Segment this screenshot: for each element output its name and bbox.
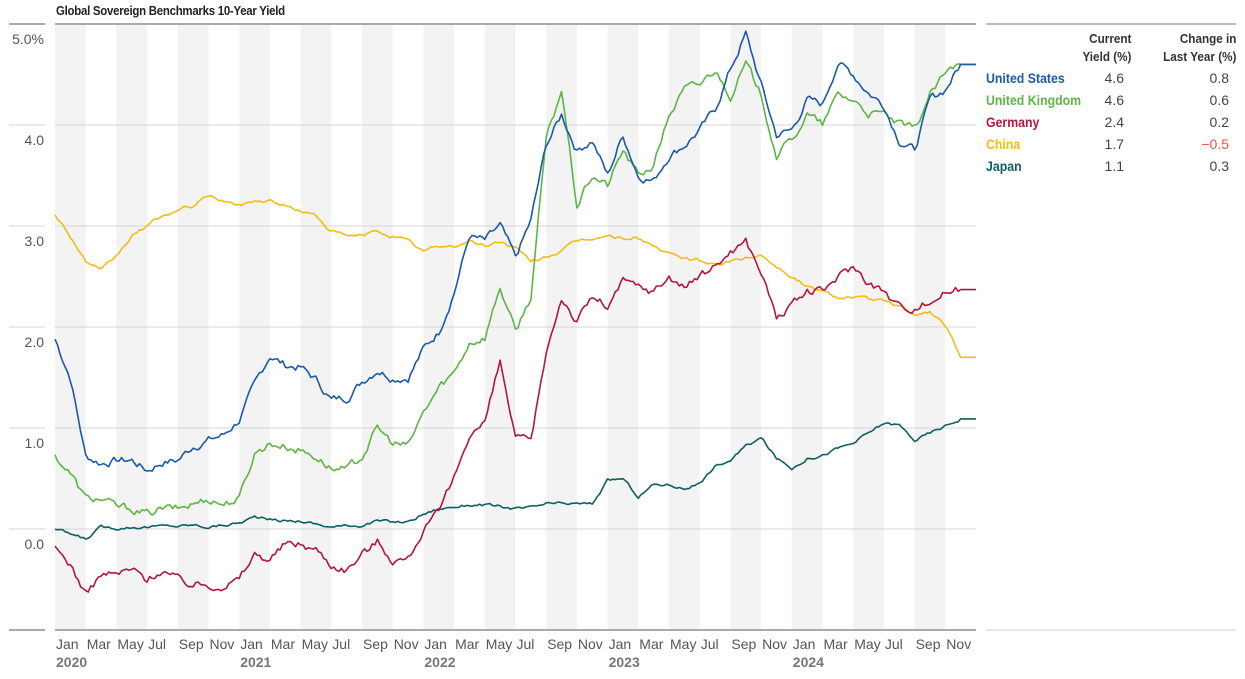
legend-change: 0.3: [1209, 158, 1229, 174]
legend-row-china: China 1.7 −0.5: [986, 136, 1236, 158]
series-line-united-kingdom: [54, 60, 976, 516]
x-tick-label: Jan: [609, 636, 632, 652]
x-tick-label: Mar: [455, 636, 479, 652]
header-change-line2: Last Year (%): [1162, 49, 1236, 64]
x-year-label: 2023: [609, 654, 640, 670]
x-tick-label: May: [486, 636, 512, 652]
x-tick-label: Sep: [363, 636, 388, 652]
legend-row-united-states: United States 4.6 0.8: [986, 70, 1236, 92]
legend-change: −0.5: [1201, 136, 1229, 152]
legend-current: 1.7: [1104, 136, 1124, 152]
x-year-label: 2020: [56, 654, 87, 670]
y-tick-label: 2.0: [25, 334, 45, 350]
x-tick-label: May: [670, 636, 696, 652]
x-tick-label: Nov: [210, 636, 235, 652]
header-change: Change in Last Year (%): [1163, 30, 1236, 66]
x-tick-label: Jul: [148, 636, 166, 652]
x-tick-label: Mar: [271, 636, 295, 652]
legend-change: 0.2: [1209, 114, 1229, 130]
x-tick-label: Jan: [793, 636, 816, 652]
legend-current: 1.1: [1104, 158, 1124, 174]
x-tick-label: Jan: [424, 636, 447, 652]
y-tick-label: 0.0: [25, 536, 45, 552]
x-tick-label: Sep: [179, 636, 204, 652]
x-tick-label: Sep: [731, 636, 756, 652]
x-tick-label: Sep: [547, 636, 572, 652]
x-tick-label: Jul: [885, 636, 903, 652]
x-tick-label: Mar: [87, 636, 111, 652]
legend-row-united-kingdom: United Kingdom 4.6 0.6: [986, 92, 1236, 114]
legend-change: 0.6: [1209, 92, 1229, 108]
legend-name: United States: [986, 70, 1065, 86]
y-tick-label: 5.0%: [12, 31, 44, 47]
x-tick-label: May: [854, 636, 880, 652]
x-tick-label: Sep: [916, 636, 941, 652]
chart-title: Global Sovereign Benchmarks 10-Year Yiel…: [56, 3, 285, 18]
legend-name: Germany: [986, 114, 1040, 130]
x-year-label: 2022: [424, 654, 455, 670]
legend-current: 4.6: [1104, 92, 1124, 108]
legend-current: 4.6: [1104, 70, 1124, 86]
series-line-united-states: [54, 30, 976, 472]
x-tick-label: Jul: [332, 636, 350, 652]
legend-row-germany: Germany 2.4 0.2: [986, 114, 1236, 136]
y-tick-label: 3.0: [25, 233, 45, 249]
x-tick-label: May: [117, 636, 143, 652]
y-axis-ticks: 5.0% 4.0 3.0 2.0 1.0 0.0: [12, 31, 44, 552]
series-line-germany: [54, 237, 976, 593]
x-tick-label: Nov: [394, 636, 419, 652]
legend-current: 2.4: [1104, 114, 1124, 130]
x-tick-label: Jul: [517, 636, 535, 652]
x-tick-label: Nov: [946, 636, 971, 652]
x-tick-label: Jul: [701, 636, 719, 652]
x-tick-label: May: [302, 636, 328, 652]
x-axis-ticks: Jan Mar May Jul Sep Nov Jan Mar May Jul Sep Nov Jan M…: [56, 636, 971, 670]
legend-row-japan: Japan 1.1 0.3: [986, 158, 1236, 180]
x-year-label: 2024: [793, 654, 824, 670]
x-tick-label: Mar: [824, 636, 848, 652]
x-tick-label: Nov: [762, 636, 787, 652]
y-tick-label: 4.0: [25, 132, 45, 148]
legend-change: 0.8: [1209, 70, 1229, 86]
x-tick-label: Jan: [240, 636, 263, 652]
series-lines: [54, 30, 976, 593]
header-current-line1: Current: [1088, 31, 1131, 46]
series-line-japan: [54, 418, 976, 540]
header-current-line2: Yield (%): [1082, 49, 1131, 64]
x-tick-label: Nov: [578, 636, 603, 652]
legend-name: United Kingdom: [986, 92, 1082, 108]
y-tick-label: 1.0: [25, 435, 45, 451]
header-current-yield: Current Yield (%): [1082, 30, 1131, 66]
legend-name: Japan: [986, 158, 1022, 174]
x-tick-label: Jan: [56, 636, 79, 652]
legend-name: China: [986, 136, 1021, 152]
x-tick-label: Mar: [639, 636, 663, 652]
series-line-china: [54, 194, 976, 359]
header-change-line1: Change in: [1179, 31, 1236, 46]
x-year-label: 2021: [240, 654, 271, 670]
legend-divider: [986, 23, 1236, 25]
